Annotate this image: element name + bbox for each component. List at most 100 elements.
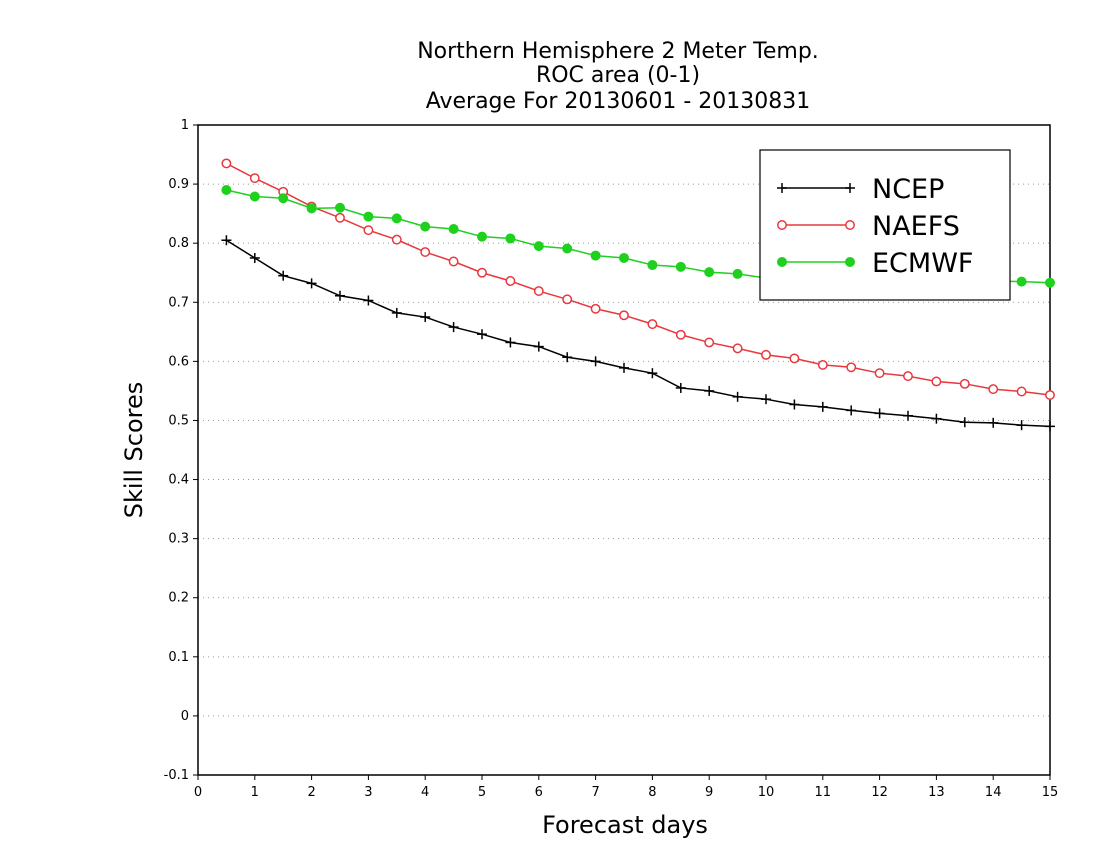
x-tick-label: 8 — [648, 785, 656, 800]
data-point-naefs — [249, 173, 260, 184]
x-tick-label: 5 — [478, 785, 486, 800]
legend: NCEP NAEFS ECMWF — [759, 149, 1011, 301]
legend-marker — [845, 257, 855, 267]
data-point-naefs — [647, 319, 658, 330]
data-point-ncep — [817, 401, 828, 412]
legend-label-ncep: NCEP — [872, 174, 944, 205]
data-point-ncep — [903, 410, 913, 421]
data-point-ecmwf — [306, 203, 317, 214]
data-point-naefs — [874, 368, 885, 379]
data-point-ncep — [335, 290, 345, 301]
y-tick-label: 0.3 — [168, 532, 189, 547]
x-tick-label: 1 — [251, 785, 259, 800]
data-point-naefs — [562, 294, 573, 305]
legend-marker — [777, 183, 787, 193]
legend-marker — [777, 257, 787, 267]
chart-title: Northern Hemisphere 2 Meter Temp. ROC ar… — [417, 39, 819, 114]
data-point-naefs — [931, 376, 942, 387]
data-point-naefs — [817, 359, 828, 370]
data-point-ncep — [306, 278, 317, 289]
data-point-naefs — [846, 362, 857, 373]
y-tick-label: 0.9 — [168, 177, 189, 192]
data-point-ecmwf — [278, 193, 289, 204]
data-point-ncep — [959, 417, 970, 428]
data-point-ecmwf — [448, 224, 459, 234]
legend-marker — [777, 220, 787, 230]
data-point-naefs — [505, 276, 516, 286]
data-point-ncep — [1045, 421, 1055, 432]
legend-label-naefs: NAEFS — [872, 211, 960, 242]
data-point-ecmwf — [221, 185, 232, 195]
data-point-ncep — [647, 368, 658, 379]
data-point-naefs — [448, 256, 459, 267]
data-point-naefs — [477, 267, 487, 278]
y-tick-label: 0.4 — [168, 473, 189, 488]
legend-item-naefs: NAEFS — [777, 211, 960, 242]
plot-frame — [197, 124, 1051, 776]
data-point-ncep — [420, 312, 431, 323]
legend-label-ecmwf: ECMWF — [872, 248, 973, 279]
y-tick-label: -0.1 — [164, 768, 189, 783]
data-point-ecmwf — [704, 267, 715, 278]
chart-title-line-3: Average For 20130601 - 20130831 — [426, 89, 811, 114]
y-tick-label: 1 — [181, 118, 189, 133]
data-point-ecmwf — [732, 268, 743, 279]
data-point-ncep — [1016, 420, 1027, 431]
y-tick-label: 0.6 — [168, 354, 189, 369]
data-point-ecmwf — [619, 252, 629, 263]
data-point-ecmwf — [533, 241, 544, 252]
chart-title-line-2: ROC area (0-1) — [536, 63, 700, 88]
x-tick-label: 12 — [871, 785, 888, 800]
legend-item-ncep: NCEP — [777, 174, 944, 205]
data-point-ncep — [732, 391, 743, 402]
data-point-naefs — [420, 247, 431, 257]
data-point-ncep — [477, 329, 487, 340]
data-point-ncep — [931, 413, 942, 424]
data-point-ncep — [249, 252, 260, 263]
data-point-naefs — [590, 303, 601, 314]
x-axis-title: Forecast days — [542, 811, 708, 839]
axes: -0.100.10.20.30.40.50.60.70.80.910 1 2 3 4 5 6… — [164, 118, 1059, 800]
data-point-naefs — [363, 225, 374, 236]
data-point-naefs — [1016, 386, 1027, 397]
data-point-ecmwf — [363, 211, 374, 222]
data-point-naefs — [903, 371, 913, 382]
data-point-naefs — [619, 310, 629, 321]
x-tick-label: 15 — [1042, 785, 1059, 800]
data-point-naefs — [988, 384, 999, 395]
data-point-naefs — [1045, 390, 1055, 400]
x-tick-label: 7 — [591, 785, 599, 800]
data-point-ecmwf — [1045, 277, 1055, 288]
data-point-naefs — [533, 286, 544, 296]
data-point-ncep — [988, 417, 999, 428]
data-point-naefs — [789, 353, 800, 364]
series-ncep — [221, 235, 1055, 432]
data-point-ncep — [846, 405, 857, 416]
data-point-ncep — [391, 307, 402, 318]
data-point-ncep — [874, 408, 885, 419]
y-tick-label: 0.2 — [168, 591, 189, 606]
grid — [198, 183, 1050, 717]
y-tick-label: 0 — [181, 709, 189, 724]
y-tick-label: 0.1 — [168, 650, 189, 665]
data-point-naefs — [675, 329, 686, 340]
data-point-naefs — [761, 349, 771, 360]
y-tick-label: 0.7 — [168, 295, 189, 310]
data-point-naefs — [335, 212, 345, 223]
data-point-naefs — [732, 343, 743, 354]
x-tick-label: 14 — [985, 785, 1002, 800]
data-point-ncep — [675, 382, 686, 393]
data-point-naefs — [704, 337, 715, 348]
data-point-ecmwf — [590, 250, 601, 261]
data-point-naefs — [391, 234, 402, 245]
y-axis-title: Skill Scores — [120, 382, 148, 519]
data-point-ecmwf — [1016, 276, 1027, 287]
x-tick-label: 11 — [815, 785, 832, 800]
legend-marker — [845, 220, 855, 230]
data-point-ecmwf — [420, 221, 431, 232]
data-point-ecmwf — [562, 243, 573, 254]
data-point-ncep — [789, 399, 800, 410]
data-point-ncep — [221, 235, 232, 246]
x-tick-label: 6 — [535, 785, 543, 800]
data-point-ncep — [704, 385, 715, 396]
